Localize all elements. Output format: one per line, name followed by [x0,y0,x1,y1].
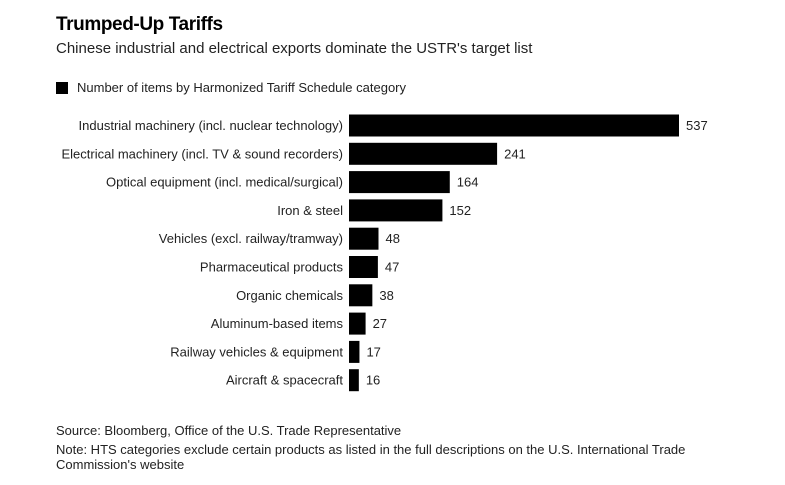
bar [349,369,359,392]
value-label: 16 [366,373,380,388]
bar [349,171,450,194]
bar [349,340,360,363]
bar [349,142,498,165]
value-label: 17 [366,344,380,359]
bar [349,284,373,307]
value-label: 537 [686,118,708,133]
category-label: Iron & steel [277,203,343,218]
value-label: 48 [385,231,399,246]
category-label: Optical equipment (incl. medical/surgica… [106,175,343,190]
bar-chart: Industrial machinery (incl. nuclear tech… [61,114,708,392]
category-label: Aluminum-based items [211,316,344,331]
value-label: 27 [373,316,387,331]
category-label: Industrial machinery (incl. nuclear tech… [79,118,343,133]
value-label: 164 [457,175,479,190]
source-note: Source: Bloomberg, Office of the U.S. Tr… [56,423,402,438]
bar [349,312,366,335]
chart-title: Trumped-Up Tariffs [56,14,223,35]
category-label: Aircraft & spacecraft [226,373,343,388]
footnote: Note: HTS categories exclude certain pro… [56,442,686,472]
legend-swatch [56,81,68,94]
bar [349,114,679,137]
legend: Number of items by Harmonized Tariff Sch… [56,80,406,95]
legend-label: Number of items by Harmonized Tariff Sch… [77,80,407,95]
value-label: 47 [385,260,399,275]
value-label: 38 [379,288,393,303]
category-label: Vehicles (excl. railway/tramway) [159,231,343,246]
chart-subtitle: Chinese industrial and electrical export… [56,40,533,57]
category-label: Pharmaceutical products [200,260,344,275]
category-label: Electrical machinery (incl. TV & sound r… [61,146,343,161]
category-label: Organic chemicals [236,288,343,303]
bar [349,199,443,222]
value-label: 241 [504,146,526,161]
bar [349,256,378,278]
category-label: Railway vehicles & equipment [170,344,343,359]
value-label: 152 [449,203,471,218]
bar [349,227,379,250]
